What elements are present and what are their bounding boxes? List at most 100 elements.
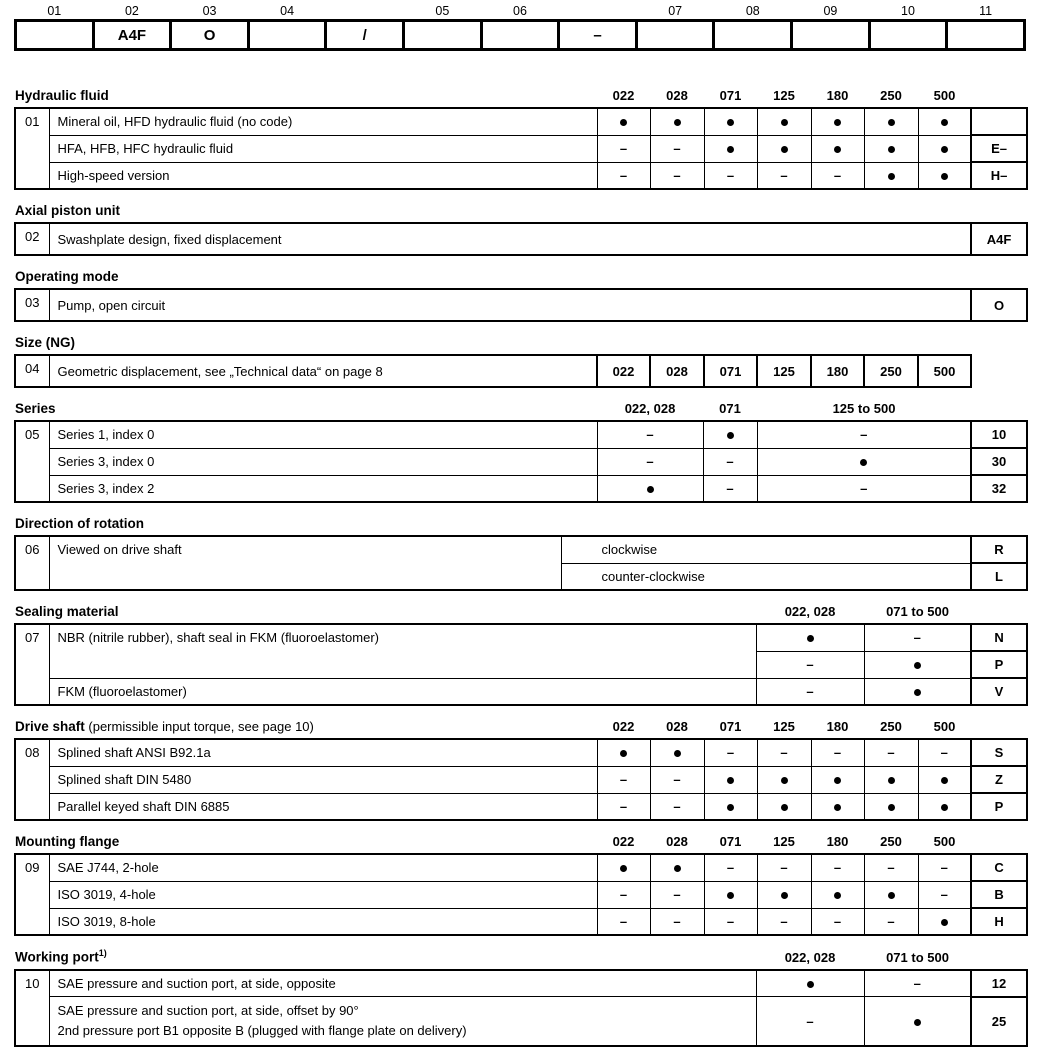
availability-cell (649, 853, 705, 882)
availability-cell (810, 765, 865, 794)
bar-position-label (559, 2, 637, 21)
bar-position-label: 10 (901, 3, 915, 18)
section-table-10: Working port1) 022, 028 071 to 500 10 SAE pr… (14, 948, 1029, 1047)
column-header-spacer (971, 833, 1027, 854)
code-cell: P (970, 792, 1029, 821)
row-description: Parallel keyed shaft DIN 6885 (48, 792, 598, 821)
dot-mark (887, 146, 895, 154)
column-header: 022 (612, 719, 635, 734)
table-row: counter-clockwise L (15, 562, 1028, 591)
availability-cell (917, 161, 972, 190)
row-description: ISO 3019, 8-hole (48, 907, 598, 936)
availability-cell: – (596, 420, 704, 449)
availability-cell: – (596, 792, 651, 821)
code-cell: B (970, 880, 1029, 909)
section-table-01: Hydraulic fluid 022 028 071 125 180 250 500 01 Mi… (14, 87, 1029, 190)
dash-mark: – (940, 745, 948, 761)
dash-mark: – (619, 913, 628, 929)
dash-mark: – (646, 454, 654, 469)
dash-mark: – (806, 683, 814, 699)
dash-mark: – (673, 167, 681, 183)
column-header: 022 (612, 88, 635, 103)
dot-mark (620, 865, 628, 873)
dash-mark: – (913, 975, 921, 991)
availability-cell: – (596, 447, 704, 476)
availability-cell: – (756, 853, 812, 882)
dot-mark (940, 918, 948, 926)
availability-cell: – (703, 853, 758, 882)
availability-cell (917, 792, 972, 821)
availability-cell: – (863, 853, 919, 882)
table-row: Parallel keyed shaft DIN 6885 – – P (15, 792, 1029, 821)
code-cell: L (970, 562, 1028, 591)
section-title: Series (15, 400, 597, 421)
availability-cell (863, 880, 919, 909)
code-cell (970, 107, 1029, 136)
bar-code-cell (867, 19, 949, 51)
availability-cell (756, 765, 812, 794)
dot-mark (887, 119, 895, 127)
code-cell: C (970, 853, 1029, 882)
table-row: – P (15, 650, 1029, 679)
column-header-spacer (971, 718, 1027, 739)
column-header-spacer (971, 400, 1027, 421)
table-row: 06 Viewed on drive shaft clockwise R (14, 535, 1028, 591)
availability-cell: – (810, 738, 865, 767)
section-heading-row: Sealing material 022, 028 071 to 500 (15, 603, 1027, 624)
bar-code-cell (479, 19, 561, 51)
column-header: 180 (826, 88, 849, 103)
availability-cell: – (917, 880, 972, 909)
bar-position-label: 01 (47, 3, 62, 18)
availability-cell (810, 880, 865, 909)
dot-mark (860, 459, 868, 467)
column-header: 125 (773, 834, 795, 849)
table-row: FKM (fluoroelastomer) – V (15, 677, 1029, 706)
rotation-value-cell: counter-clockwise (560, 562, 972, 591)
availability-cell (917, 907, 972, 936)
size-cell: 500 (917, 354, 972, 388)
availability-cell: – (702, 474, 758, 503)
availability-cell (756, 134, 812, 163)
table-row: 07 NBR (nitrile rubber), shaft seal in FK… (14, 623, 1029, 706)
availability-cell (703, 880, 758, 909)
dash-mark: – (940, 887, 948, 902)
dot-mark (673, 750, 681, 758)
section-title-text: Series (15, 401, 56, 416)
availability-cell: – (863, 907, 919, 936)
section-title: Mounting flange (15, 833, 597, 854)
dot-mark (673, 865, 681, 873)
size-cell: 028 (649, 354, 705, 388)
dash-mark: – (726, 480, 734, 496)
availability-cell: – (863, 968, 972, 997)
availability-cell: – (703, 161, 758, 190)
bar-code-cell: O (169, 19, 250, 51)
section-number: 05 (14, 420, 50, 503)
section-heading-row: Drive shaft (permissible input torque, s… (15, 718, 1027, 739)
availability-cell: – (596, 907, 651, 936)
dash-mark: – (887, 745, 895, 761)
code-cell: E– (970, 134, 1029, 163)
availability-cell: – (756, 907, 812, 936)
dot-mark (913, 1018, 921, 1026)
section-title-text: Drive shaft (15, 719, 85, 734)
column-header: 022, 028 (784, 604, 836, 619)
dot-mark (887, 172, 895, 180)
column-header-spacer (971, 87, 1027, 108)
column-header: 028 (666, 88, 688, 103)
row-description: Series 3, index 0 (48, 447, 598, 476)
table-row: 05 Series 1, index 0 – – 10 (14, 420, 1029, 503)
availability-cell: – (756, 420, 972, 449)
dash-mark: – (833, 913, 842, 929)
dot-mark (940, 803, 948, 811)
bar-position-label: 09 (823, 3, 838, 18)
bar-code-cell: A4F (91, 19, 173, 51)
dash-mark: – (806, 657, 814, 672)
availability-cell: – (703, 907, 758, 936)
dash-mark: – (780, 745, 788, 761)
code-cell: 32 (970, 474, 1029, 503)
row-description: Series 3, index 2 (48, 474, 598, 503)
availability-cell (703, 134, 758, 163)
table-row: ISO 3019, 4-hole – – – B (15, 880, 1029, 909)
dash-mark: – (619, 887, 628, 902)
row-description: ISO 3019, 4-hole (48, 880, 598, 909)
